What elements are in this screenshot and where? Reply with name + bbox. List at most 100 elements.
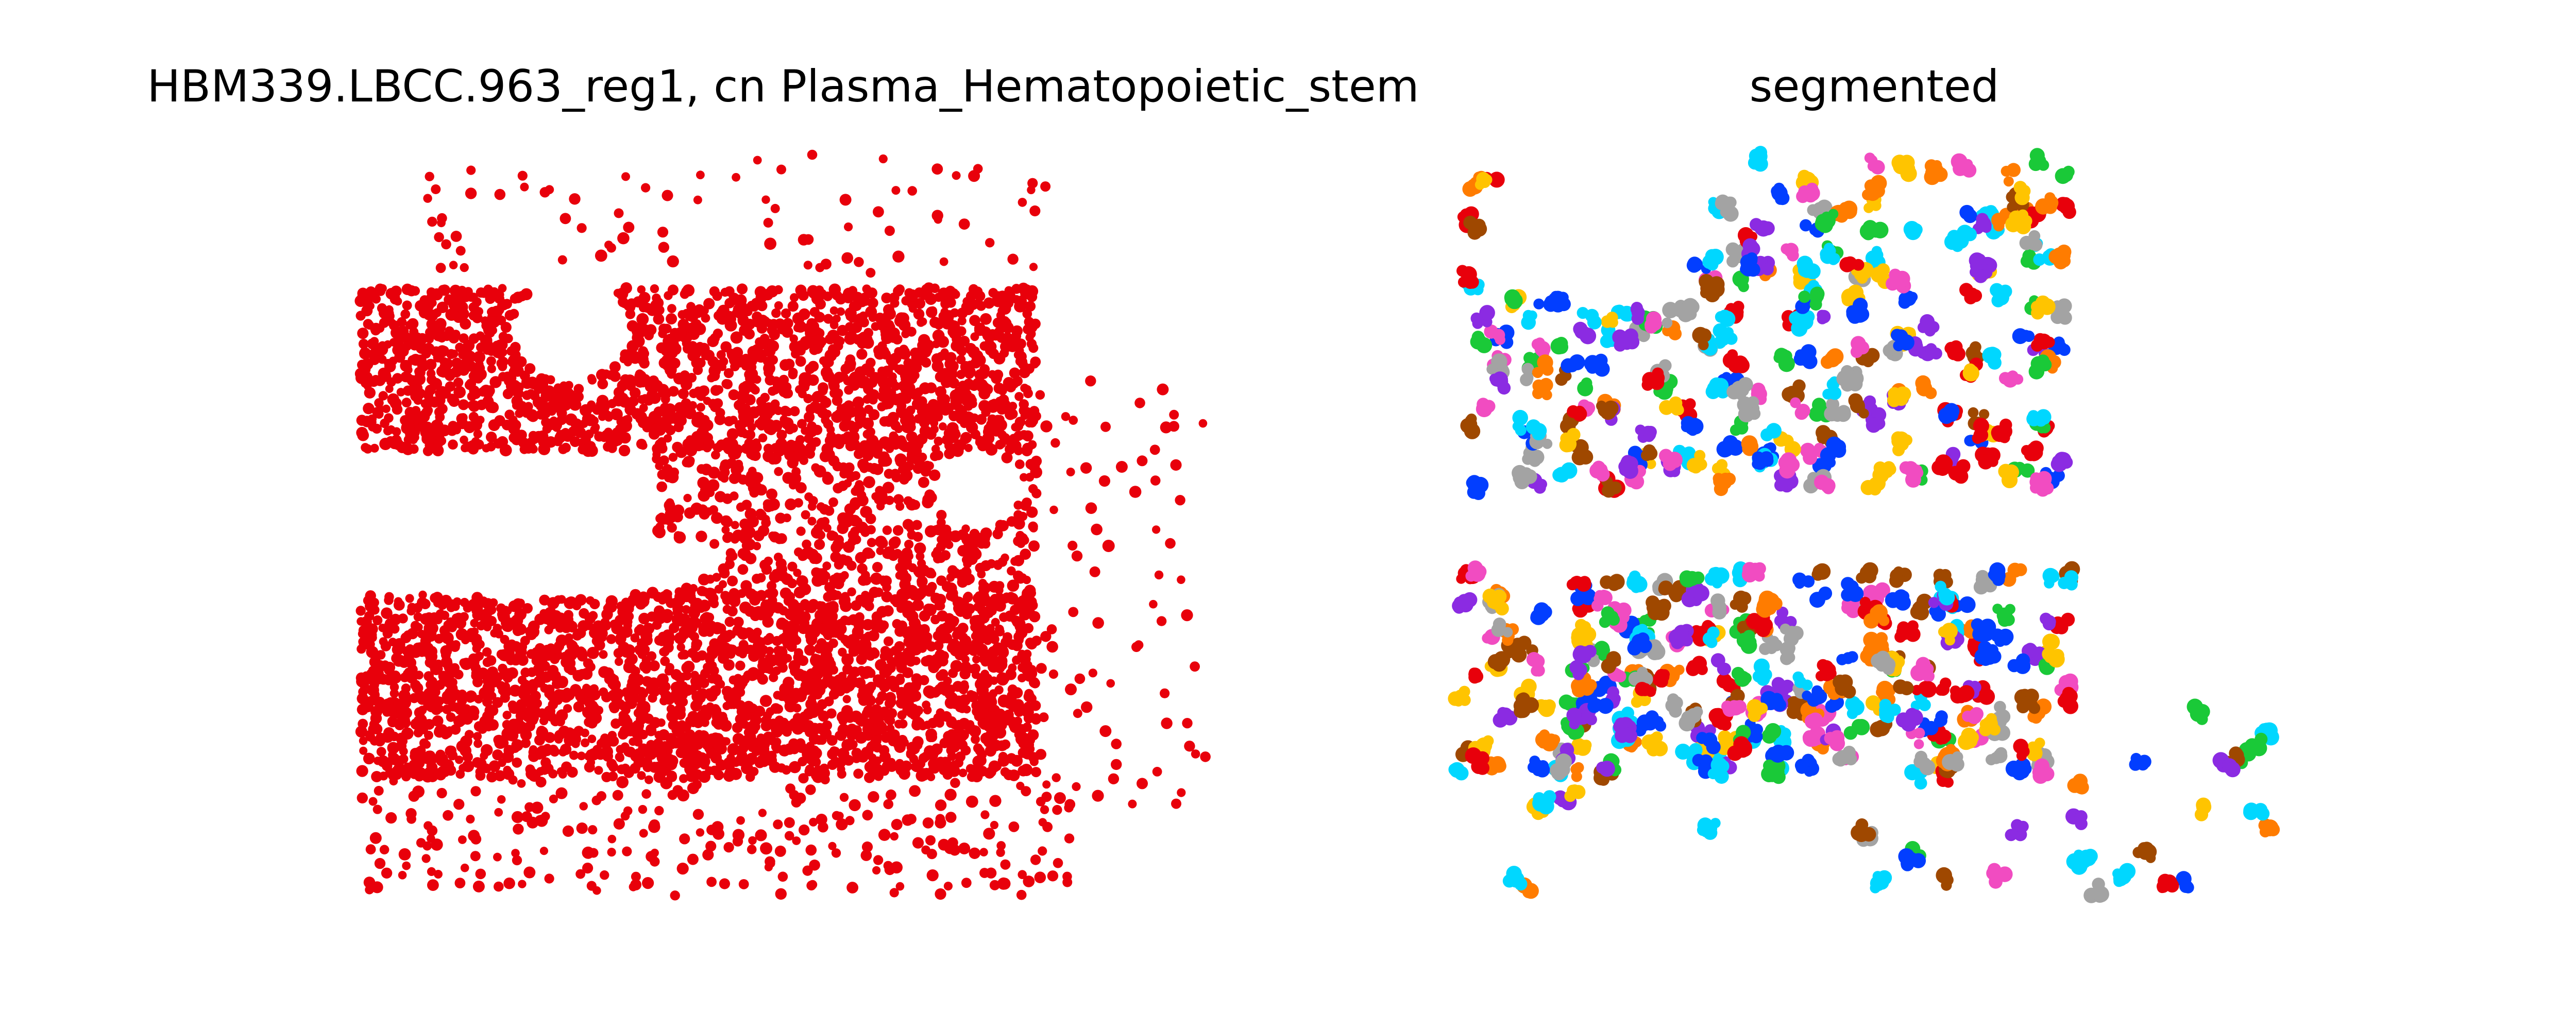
- scatter-point: [1014, 392, 1024, 401]
- scatter-point: [599, 687, 608, 697]
- scatter-point: [994, 685, 1004, 695]
- scatter-point: [1170, 459, 1182, 471]
- scatter-point: [744, 627, 755, 639]
- scatter-point: [389, 624, 400, 634]
- scatter-point: [536, 726, 549, 739]
- scatter-point: [422, 445, 433, 456]
- scatter-point: [388, 638, 397, 646]
- scatter-point: [385, 385, 394, 393]
- scatter-point: [809, 817, 818, 827]
- scatter-point: [1064, 803, 1074, 813]
- scatter-point: [608, 771, 618, 782]
- scatter-point: [563, 704, 572, 713]
- scatter-point: [991, 617, 1000, 627]
- scatter-point: [1022, 747, 1034, 760]
- scatter-point: [982, 384, 993, 395]
- scatter-point: [979, 848, 988, 856]
- scatter-point: [916, 433, 928, 445]
- scatter-point: [831, 542, 842, 554]
- scatter-point: [433, 352, 444, 363]
- scatter-point: [423, 194, 432, 203]
- scatter-point: [903, 636, 916, 648]
- scatter-point: [997, 520, 1009, 531]
- scatter-point: [734, 306, 746, 319]
- scatter-point: [849, 301, 859, 312]
- scatter-point: [696, 530, 707, 542]
- scatter-point: [911, 362, 922, 373]
- scatter-point: [588, 825, 598, 835]
- scatter-point: [637, 285, 646, 294]
- scatter-point: [615, 632, 626, 644]
- scatter-point: [888, 360, 898, 370]
- scatter-point: [632, 327, 641, 336]
- scatter-point: [586, 596, 595, 605]
- scatter-point: [629, 737, 637, 746]
- scatter-point: [476, 416, 485, 424]
- scatter-point: [937, 518, 946, 527]
- scatter-point: [569, 398, 582, 411]
- scatter-point: [462, 713, 473, 725]
- scatter-point: [771, 742, 781, 752]
- scatter-point: [728, 449, 738, 459]
- scatter-point: [467, 440, 479, 452]
- scatter-point: [1020, 764, 1033, 776]
- scatter-point: [898, 592, 909, 603]
- scatter-point: [1009, 379, 1019, 389]
- scatter-point: [371, 294, 381, 304]
- scatter-point: [873, 206, 884, 218]
- scatter-point: [882, 525, 892, 535]
- scatter-point: [445, 726, 454, 735]
- scatter-point: [392, 404, 403, 415]
- scatter-point: [942, 311, 954, 323]
- scatter-point: [940, 376, 953, 388]
- scatter-point: [1128, 799, 1137, 809]
- scatter-point: [572, 670, 585, 682]
- scatter-point: [393, 599, 405, 611]
- scatter-point: [828, 379, 838, 389]
- scatter-point: [499, 668, 510, 679]
- scatter-point: [527, 667, 537, 677]
- scatter-point: [374, 786, 384, 796]
- scatter-point: [426, 287, 436, 297]
- scatter-point: [547, 670, 557, 680]
- scatter-point: [1092, 789, 1104, 802]
- scatter-point: [909, 754, 919, 764]
- scatter-point: [987, 597, 999, 609]
- scatter-point: [674, 709, 686, 720]
- scatter-point: [809, 401, 821, 413]
- scatter-point: [472, 732, 482, 741]
- scatter-point: [973, 743, 983, 753]
- scatter-point: [527, 816, 539, 829]
- scatter-point: [872, 562, 883, 573]
- scatter-point: [749, 767, 759, 776]
- scatter-point: [550, 747, 560, 757]
- scatter-point: [474, 363, 485, 374]
- scatter-point: [1028, 343, 1039, 353]
- scatter-point: [660, 777, 673, 789]
- scatter-point: [611, 408, 620, 418]
- scatter-point: [833, 578, 844, 590]
- scatter-point: [863, 476, 875, 488]
- scatter-point: [999, 317, 1012, 330]
- scatter-point: [963, 401, 973, 411]
- scatter-point: [533, 699, 542, 708]
- scatter-point: [753, 606, 764, 616]
- scatter-point: [666, 313, 677, 325]
- scatter-point: [856, 313, 866, 323]
- scatter-point: [439, 625, 450, 636]
- scatter-point: [795, 691, 807, 702]
- scatter-point: [761, 514, 770, 524]
- scatter-point: [563, 614, 574, 625]
- scatter-point: [620, 282, 632, 294]
- scatter-point: [831, 848, 841, 858]
- scatter-point: [368, 724, 379, 734]
- scatter-point: [460, 597, 469, 608]
- scatter-point: [794, 648, 803, 658]
- scatter-point: [1099, 725, 1112, 737]
- scatter-point: [545, 185, 554, 195]
- scatter-point: [1080, 462, 1092, 474]
- scatter-point: [719, 580, 727, 589]
- scatter-point: [539, 594, 550, 606]
- scatter-point: [400, 359, 412, 372]
- scatter-point: [1009, 434, 1018, 442]
